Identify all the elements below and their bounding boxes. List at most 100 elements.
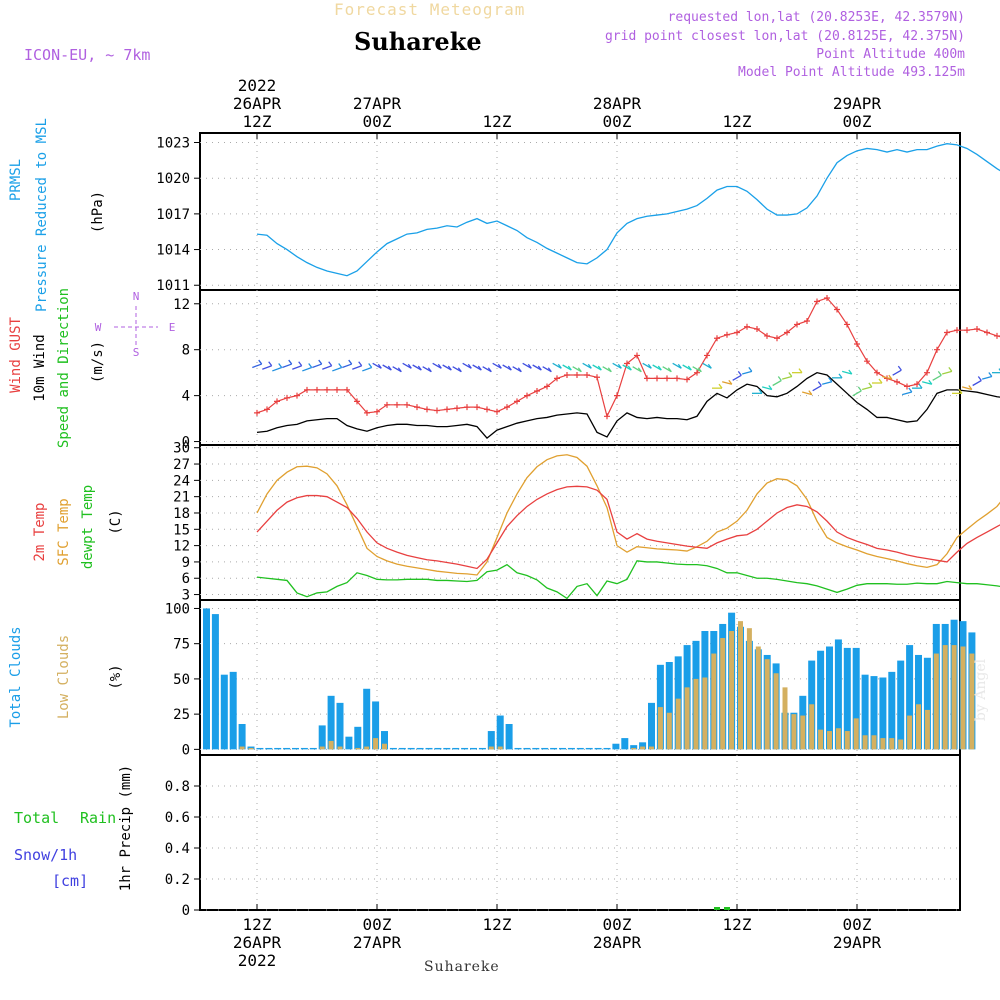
low-cloud-bar — [800, 715, 806, 750]
top-time-label: 00Z — [603, 112, 632, 131]
total-cloud-bar — [496, 715, 504, 750]
precipitation-tick-label: 0.2 — [165, 872, 190, 888]
top-time-label: 00Z — [843, 112, 872, 131]
bottom-time-label: 2022 — [238, 951, 277, 970]
low-cloud-bar — [853, 718, 859, 750]
gust-marker — [524, 392, 530, 399]
legend-snow: Snow/1h — [14, 846, 77, 864]
wind-barb — [522, 362, 532, 369]
wind-barb-head — [288, 359, 293, 365]
gust-marker — [904, 383, 910, 390]
wind-barb — [592, 364, 602, 371]
wind-barb-head — [338, 363, 343, 368]
grid-coords: grid point closest lon,lat (20.8125E, 42… — [604, 29, 965, 44]
precipitation-tick-label: 0.8 — [165, 779, 190, 795]
pressure-tick-label: 1014 — [156, 243, 190, 259]
temperature-tick-label: 18 — [173, 506, 190, 522]
wind-barb-head — [857, 386, 862, 392]
wind-barb — [902, 391, 912, 396]
temp-line — [256, 485, 1000, 570]
wind-barb-head — [657, 365, 662, 371]
wind-barb-head — [897, 365, 902, 371]
total-cloud-bar — [425, 747, 433, 750]
wind-barb-head — [607, 367, 612, 373]
wind-barb — [542, 366, 552, 373]
gust-marker — [384, 401, 390, 408]
top-time-label: 00Z — [363, 112, 392, 131]
gust-marker — [584, 371, 590, 378]
gust-marker — [774, 335, 780, 342]
total-cloud-bar — [612, 743, 620, 750]
total-cloud-bar — [826, 646, 833, 750]
gust-marker — [994, 332, 1000, 339]
compass-e: E — [169, 321, 176, 334]
total-cloud-bar — [220, 674, 228, 750]
wind-barb — [812, 385, 822, 392]
wind-barb — [622, 364, 632, 371]
wind-barb-head — [298, 361, 303, 367]
top-time-label: 28APR — [593, 94, 642, 113]
gust-marker — [964, 327, 970, 334]
wind-barb-head — [848, 369, 853, 375]
gust-marker — [264, 406, 270, 413]
wind-barb-head — [918, 383, 923, 389]
temperature-tick-label: 9 — [182, 555, 190, 571]
low-cloud-bar — [773, 673, 779, 750]
total-cloud-bar — [532, 747, 540, 750]
low-cloud-bar — [924, 709, 930, 750]
gust-marker — [534, 388, 540, 395]
wind-barb — [502, 364, 512, 371]
wind-barb-head — [507, 365, 512, 371]
wind-barb — [632, 366, 642, 373]
gust-marker — [664, 375, 670, 382]
wind-barb — [332, 366, 342, 372]
gust-marker — [854, 340, 860, 347]
wind-line — [256, 371, 1000, 440]
wind-barb-head — [937, 370, 942, 376]
total-cloud-bar — [443, 747, 451, 750]
wind-barb-head — [977, 376, 982, 381]
wind-barb — [862, 386, 872, 391]
low-cloud-bar — [898, 739, 904, 750]
wind-barb — [982, 375, 992, 380]
wind-barb-head — [748, 366, 753, 372]
wind-barb-head — [368, 363, 373, 368]
total-cloud-bar — [452, 747, 460, 750]
low-cloud-bar — [657, 707, 663, 750]
bottom-time-label: 27APR — [353, 933, 402, 952]
wind-barb — [432, 362, 442, 369]
total-cloud-bar — [300, 747, 308, 750]
wind-tick-label: 8 — [182, 343, 190, 359]
total-cloud-bar — [843, 647, 851, 750]
low-cloud-bar — [827, 731, 832, 750]
wind-barb-head — [587, 363, 592, 369]
total-cloud-bar — [283, 747, 291, 750]
wind-barb — [272, 366, 282, 372]
total-cloud-bar — [621, 738, 629, 750]
total-cloud-bar — [327, 695, 335, 750]
total-cloud-bar — [398, 747, 406, 750]
low-cloud-bar — [738, 621, 743, 750]
wind-barb-head — [758, 388, 763, 394]
super-title: Forecast Meteogram — [334, 0, 526, 19]
wind-barb — [692, 366, 702, 373]
wind-barb-head — [358, 361, 363, 367]
low-cloud-bar — [835, 728, 841, 750]
total-cloud-bar — [470, 747, 477, 750]
bottom-location: Suhareke — [424, 959, 500, 975]
wind-barb-head — [477, 365, 482, 371]
wind-barb — [312, 363, 322, 369]
total-cloud-bar — [523, 747, 531, 750]
gust-marker — [464, 404, 470, 411]
total-cloud-bar — [229, 671, 237, 750]
low-cloud-bar — [871, 735, 877, 750]
gust-marker — [604, 413, 610, 420]
gust-marker — [284, 394, 290, 401]
total-cloud-bar — [274, 747, 282, 750]
total-cloud-bar — [372, 701, 380, 750]
total-cloud-bar — [915, 654, 922, 750]
precipitation-panel-frame — [199, 754, 961, 911]
pressure-tick-label: 1023 — [156, 136, 190, 152]
rain-bar — [724, 907, 730, 910]
wind-barb — [942, 370, 952, 375]
